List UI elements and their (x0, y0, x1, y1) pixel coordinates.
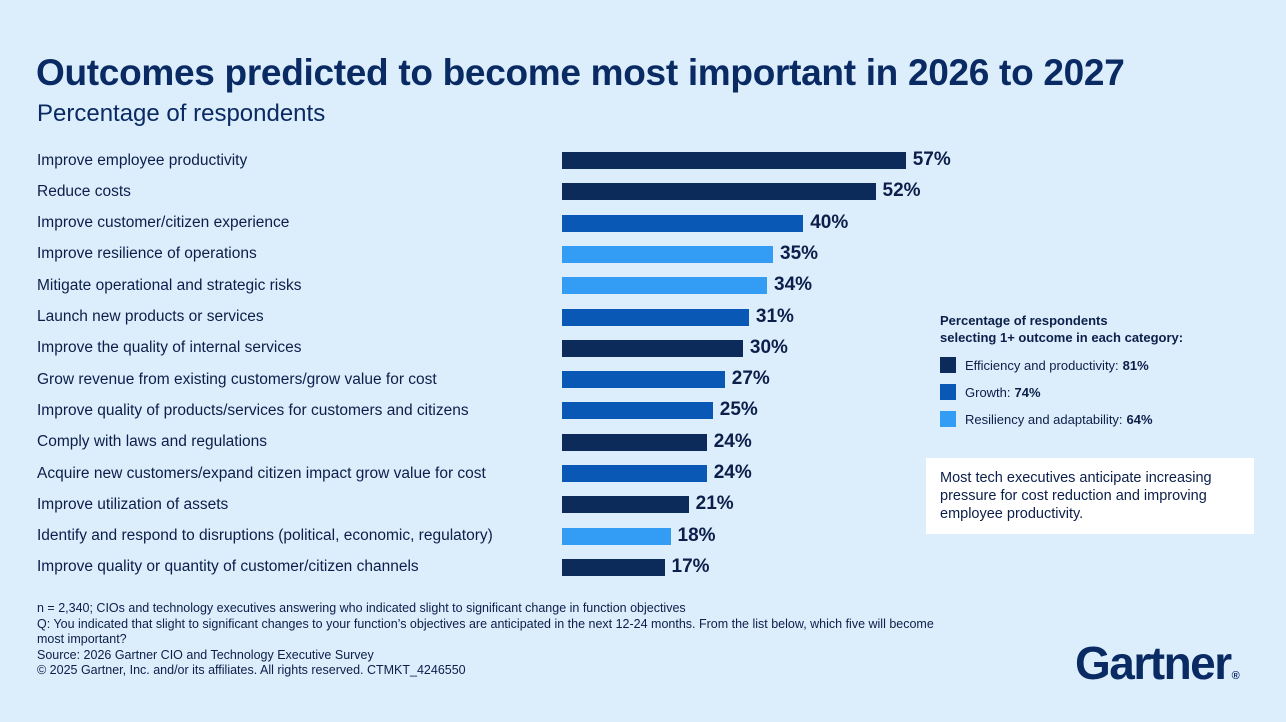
footnote-copyright: © 2025 Gartner, Inc. and/or its affiliat… (37, 663, 466, 678)
legend-title-line2: selecting 1+ outcome in each category: (940, 330, 1184, 345)
category-label: Identify and respond to disruptions (pol… (37, 527, 493, 545)
bar-value-label: 27% (731, 368, 770, 390)
bar-value-label: 31% (755, 305, 794, 327)
bar (562, 371, 725, 389)
bar (562, 339, 743, 357)
bar-value-label: 24% (713, 430, 752, 452)
bar (562, 433, 707, 451)
legend: Percentage of respondents selecting 1+ o… (940, 312, 1240, 427)
bar (562, 245, 774, 263)
category-label: Comply with laws and regulations (37, 433, 268, 451)
bar-value-label: 21% (695, 493, 734, 515)
legend-swatch-resiliency (940, 411, 956, 427)
category-label: Grow revenue from existing customers/gro… (37, 370, 437, 388)
bar-value-label: 40% (810, 211, 849, 233)
category-label: Acquire new customers/expand citizen imp… (37, 464, 486, 482)
legend-value: 74% (1014, 384, 1041, 400)
bar-value-label: 24% (713, 462, 752, 483)
logo-text: Gartner (1075, 637, 1232, 689)
legend-item-efficiency: Efficiency and productivity: 81% (940, 357, 1240, 373)
category-label: Improve customer/citizen experience (37, 214, 290, 232)
bar (562, 183, 876, 201)
legend-title: Percentage of respondents selecting 1+ o… (940, 312, 1240, 346)
legend-label: Growth: (965, 384, 1011, 400)
gartner-logo: Gartner® (1075, 636, 1240, 690)
legend-value: 64% (1126, 411, 1153, 427)
bar (562, 214, 804, 232)
bar (562, 527, 671, 545)
bar-value-label: 35% (780, 242, 819, 264)
legend-item-resiliency: Resiliency and adaptability: 64% (940, 411, 1240, 427)
legend-swatch-growth (940, 384, 956, 400)
bar (562, 465, 707, 482)
bar-value-label: 52% (882, 180, 921, 202)
bar-value-label: 34% (774, 274, 813, 296)
bar (562, 402, 713, 420)
category-label: Improve quality of products/services for… (37, 401, 469, 419)
bar-value-label: 18% (677, 524, 716, 546)
bar (562, 308, 749, 326)
legend-item-growth: Growth: 74% (940, 384, 1240, 400)
legend-label: Efficiency and productivity: (965, 357, 1119, 373)
category-label: Improve the quality of internal services (37, 339, 302, 357)
legend-title-line1: Percentage of respondents (940, 313, 1108, 328)
bar (562, 277, 768, 295)
category-label: Mitigate operational and strategic risks (37, 276, 302, 294)
footnote-sample-size: n = 2,340; CIOs and technology executive… (37, 601, 686, 615)
chart-subtitle: Percentage of respondents (37, 100, 326, 127)
category-label: Improve utilization of assets (37, 495, 229, 513)
bar (562, 152, 906, 169)
footnotes: n = 2,340; CIOs and technology executive… (37, 601, 937, 679)
category-label: Launch new products or services (37, 308, 264, 325)
legend-value: 81% (1122, 357, 1149, 373)
bar-value-label: 17% (671, 555, 710, 577)
legend-swatch-efficiency (940, 357, 956, 373)
bar-chart: Improve employee productivity 57% Reduce c… (37, 149, 951, 577)
callout-box: Most tech executives anticipate increasi… (926, 458, 1254, 534)
category-label: Improve employee productivity (37, 151, 248, 169)
bar-value-label: 25% (719, 399, 758, 421)
bar (562, 558, 665, 576)
registered-mark: ® (1231, 670, 1240, 682)
bar (562, 496, 689, 514)
bar-value-label: 57% (912, 149, 951, 170)
category-label: Improve resilience of operations (37, 245, 257, 263)
category-label: Reduce costs (37, 182, 131, 200)
category-label: Improve quality or quantity of customer/… (37, 558, 419, 576)
legend-label: Resiliency and adaptability: (965, 411, 1123, 427)
chart-title: Outcomes predicted to become most import… (36, 52, 1125, 93)
bar-value-label: 30% (749, 336, 788, 358)
footnote-question: Q: You indicated that slight to signific… (37, 616, 938, 647)
footnote-source: Source: 2026 Gartner CIO and Technology … (37, 647, 374, 662)
